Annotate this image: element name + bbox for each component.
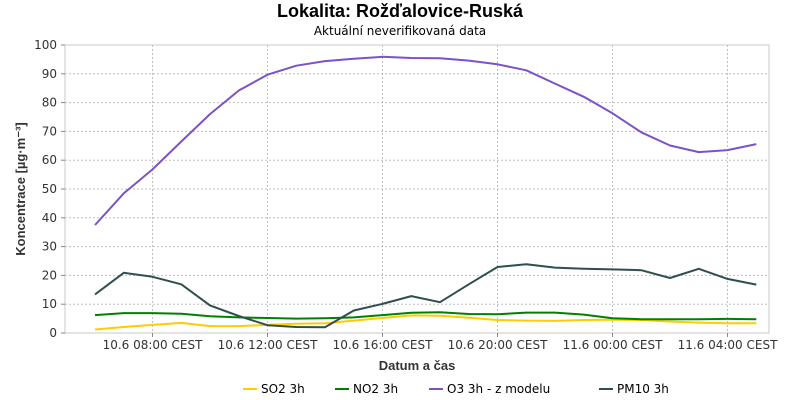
x-tick-label: 11.6 00:00 CEST [563,338,664,352]
y-axis-title: Koncentrace [µg·m⁻³] [13,122,28,256]
y-tick-label: 100 [34,38,57,52]
series-line-o3-3h-z-modelu [94,55,757,226]
legend-label-o3-3h-z-modelu: O3 3h - z modelu [447,382,550,396]
y-tick-label: 60 [42,153,57,167]
chart-title: Lokalita: Rožďalovice-Ruská [276,1,523,21]
series-line-no2-3h [94,311,757,321]
y-tick-label: 0 [49,326,57,340]
x-axis: 10.6 08:00 CEST 10.6 12:00 CEST 10.6 16:00… [103,333,779,352]
gridlines [65,45,769,333]
legend: SO2 3h NO2 3h O3 3h - z modelu PM10 3h [243,382,669,396]
legend-label-pm10-3h: PM10 3h [617,382,669,396]
x-tick-label: 11.6 04:00 CEST [678,338,779,352]
y-tick-label: 80 [42,96,57,110]
series-lines [94,55,757,331]
series-line-pm10-3h [94,263,757,329]
legend-label-no2-3h: NO2 3h [353,382,398,396]
x-tick-label: 10.6 12:00 CEST [218,338,319,352]
y-tick-label: 70 [42,124,57,138]
x-axis-title: Datum a čas [379,358,456,373]
x-tick-label: 10.6 08:00 CEST [103,338,204,352]
y-tick-label: 90 [42,67,57,81]
y-tick-label: 20 [42,268,57,282]
legend-label-so2-3h: SO2 3h [261,382,305,396]
y-axis: 0 10 20 30 40 50 60 70 80 90 100 [34,38,65,340]
chart-subtitle: Aktuální neverifikovaná data [313,24,487,38]
x-tick-label: 10.6 16:00 CEST [333,338,434,352]
y-tick-label: 10 [42,297,57,311]
series-line-so2-3h [94,314,757,331]
y-tick-label: 30 [42,240,57,254]
y-tick-label: 50 [42,182,57,196]
y-tick-label: 40 [42,211,57,225]
x-tick-label: 10.6 20:00 CEST [448,338,549,352]
